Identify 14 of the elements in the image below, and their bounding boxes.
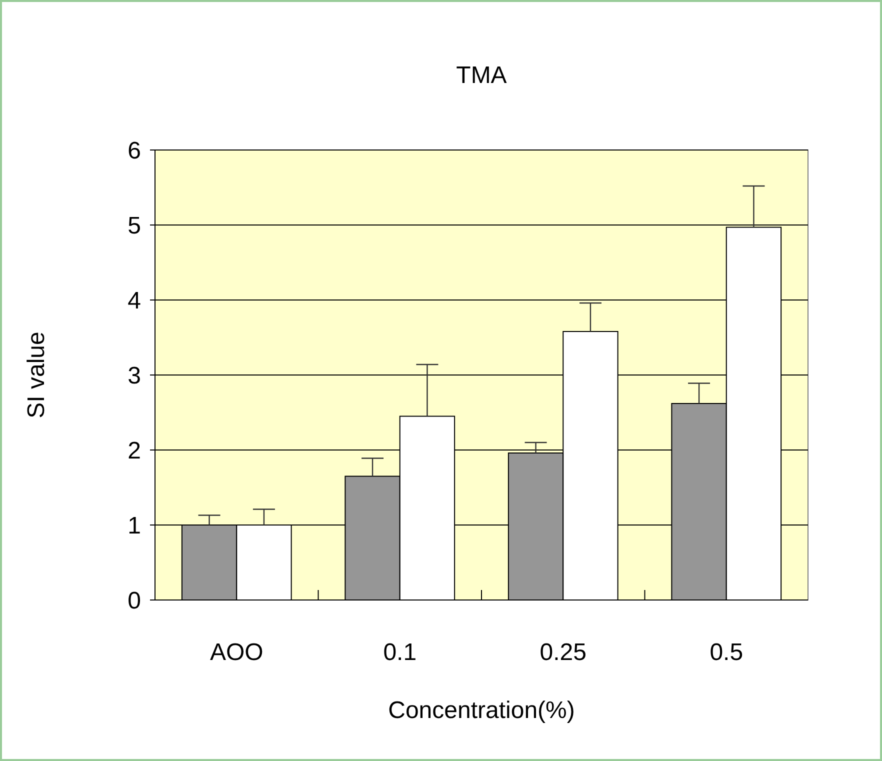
y-tick-label: 5	[128, 212, 141, 240]
x-tick-label: 0.25	[540, 639, 586, 666]
y-tick-label: 3	[128, 362, 141, 390]
x-axis-title: Concentration(%)	[388, 697, 575, 724]
chart-title: TMA	[456, 62, 507, 89]
y-tick-label: 0	[128, 587, 141, 614]
y-tick-label: 6	[128, 137, 141, 164]
y-tick-label: 1	[128, 512, 141, 540]
y-tick-label: 4	[128, 287, 141, 314]
x-tick-label: 0.1	[383, 639, 417, 666]
x-tick-label: AOO	[210, 639, 264, 666]
y-tick-label: 2	[128, 437, 141, 464]
x-tick-label: 0.5	[710, 639, 744, 666]
y-axis-title: SI value	[23, 332, 50, 418]
